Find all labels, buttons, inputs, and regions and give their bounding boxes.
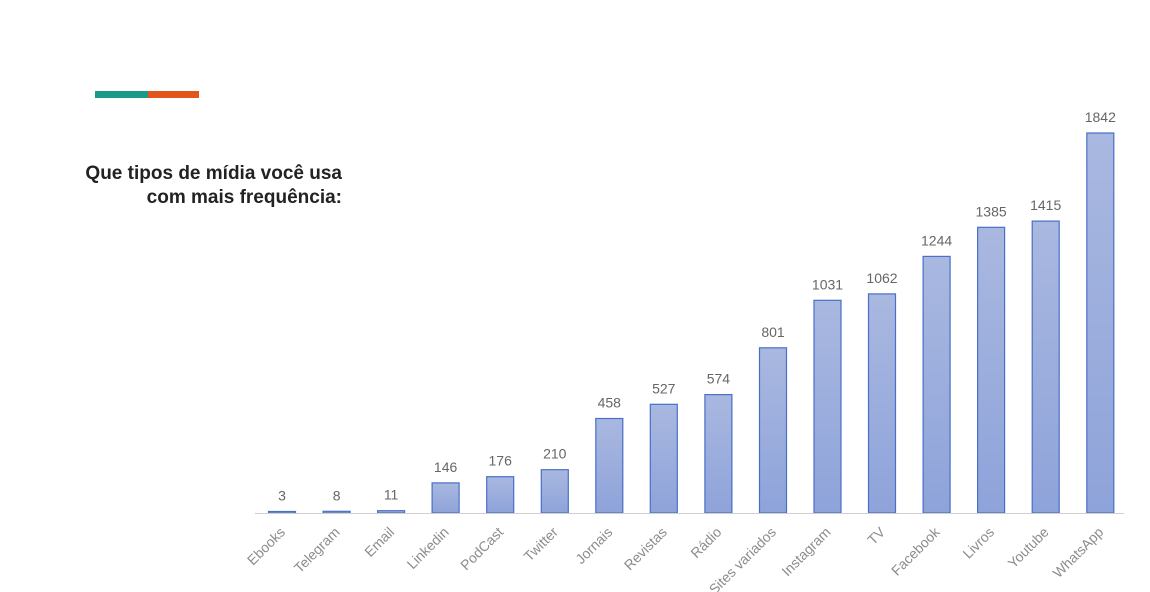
bar-email bbox=[377, 510, 406, 514]
x-tick-label: Rádio bbox=[687, 524, 724, 561]
chart-title: Que tipos de mídia você usa com mais fre… bbox=[0, 162, 342, 210]
x-tick-label: Ebooks bbox=[244, 524, 288, 568]
chart-title-line-2: com mais frequência: bbox=[146, 187, 342, 208]
x-tick-label: Instagram bbox=[778, 524, 833, 579]
data-label: 574 bbox=[707, 371, 731, 387]
bar-ebooks bbox=[267, 510, 297, 514]
x-tick-label: PodCast bbox=[457, 524, 506, 573]
bar-linkedin bbox=[431, 482, 460, 514]
bar-series bbox=[267, 132, 1115, 514]
chart-title-line-1: Que tipos de mídia você usa bbox=[85, 163, 342, 184]
x-tick-label: Linkedin bbox=[404, 524, 452, 572]
bar-instagram bbox=[813, 299, 842, 514]
bar-whatsapp bbox=[1086, 132, 1115, 514]
bar-sites-variados bbox=[758, 347, 788, 514]
bar-twitter bbox=[540, 469, 569, 514]
accent-bar bbox=[95, 91, 199, 98]
bar-podcast bbox=[486, 476, 515, 514]
x-tick-label: Jornais bbox=[572, 524, 615, 567]
x-tick-label: Telegram bbox=[291, 524, 343, 576]
x-tick-label: TV bbox=[864, 523, 888, 547]
bar-jornais bbox=[595, 417, 624, 514]
accent-bar-orange bbox=[148, 91, 199, 98]
bar-revistas bbox=[649, 403, 678, 514]
bar-telegram bbox=[322, 510, 351, 514]
accent-bar-teal bbox=[95, 91, 148, 98]
data-label: 176 bbox=[489, 453, 513, 469]
data-label: 210 bbox=[543, 446, 567, 462]
data-labels: 3 8 11 146 176 210 458 527 574 801 1031 1062 1244 138… bbox=[278, 109, 1116, 504]
x-tick-label: Livros bbox=[959, 524, 997, 562]
data-label: 146 bbox=[434, 459, 458, 475]
data-label: 1842 bbox=[1085, 109, 1116, 125]
bar-rádio bbox=[704, 394, 733, 514]
data-label: 3 bbox=[278, 488, 286, 504]
x-tick-label: Twitter bbox=[520, 524, 561, 565]
x-tick-label: Email bbox=[361, 524, 397, 560]
data-label: 458 bbox=[598, 395, 622, 411]
bar-livros bbox=[976, 226, 1006, 514]
data-label: 1385 bbox=[976, 203, 1007, 219]
data-label: 11 bbox=[384, 487, 399, 503]
data-label: 1031 bbox=[812, 276, 843, 292]
data-label: 8 bbox=[333, 487, 341, 503]
data-label: 1415 bbox=[1030, 197, 1061, 213]
data-label: 1244 bbox=[921, 232, 952, 248]
bar-facebook bbox=[922, 255, 951, 514]
x-tick-labels: Ebooks Telegram Email Linkedin PodCast Twitte… bbox=[244, 523, 1107, 592]
data-label: 527 bbox=[652, 380, 676, 396]
data-label: 1062 bbox=[866, 270, 897, 286]
bar-youtube bbox=[1031, 220, 1060, 514]
x-tick-label: Revistas bbox=[621, 524, 670, 573]
data-label: 801 bbox=[761, 324, 785, 340]
x-tick-label: Facebook bbox=[888, 523, 943, 578]
x-tick-label: WhatsApp bbox=[1049, 524, 1106, 581]
bar-tv bbox=[867, 293, 897, 514]
x-tick-label: Youtube bbox=[1005, 524, 1052, 571]
